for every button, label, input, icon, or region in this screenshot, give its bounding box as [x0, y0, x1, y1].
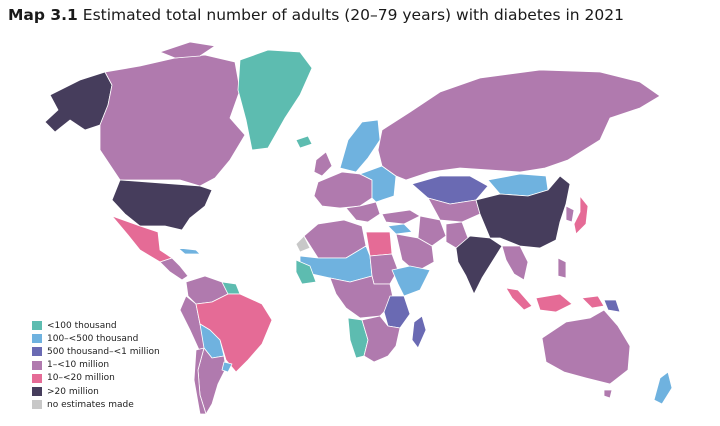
region-china: [475, 175, 571, 249]
region-italy-balkans: [345, 201, 381, 223]
region-scandinavia: [339, 119, 381, 173]
region-iceland: [295, 135, 313, 149]
region-egypt: [365, 231, 393, 257]
region-russia: [377, 69, 661, 181]
region-turkey: [381, 209, 421, 225]
legend-label: 500 thousand–<1 million: [47, 346, 160, 357]
region-arctic-islands: [159, 41, 216, 59]
region-japan: [573, 195, 589, 235]
legend-label: <100 thousand: [47, 320, 117, 331]
legend-swatch: [32, 387, 42, 397]
legend-swatch: [32, 347, 42, 357]
region-canada: [99, 54, 246, 187]
region-western-sahara: [295, 235, 311, 253]
region-australia: [541, 309, 631, 385]
region-levant: [387, 223, 413, 235]
map-number: Map 3.1: [8, 6, 78, 24]
legend-item-1-10m: 1–<10 million: [32, 359, 160, 372]
legend-swatch: [32, 360, 42, 370]
region-papua: [581, 295, 605, 309]
region-philippines: [557, 257, 567, 279]
region-uk-ireland: [313, 151, 333, 177]
legend-label: >20 million: [47, 386, 99, 397]
region-western-europe: [313, 171, 373, 209]
legend-swatch: [32, 334, 42, 344]
region-korea: [565, 205, 575, 223]
region-indonesia-sumatra: [505, 287, 533, 311]
region-png: [603, 299, 621, 313]
legend-label: 1–<10 million: [47, 360, 110, 371]
region-uruguay: [221, 361, 233, 373]
legend-swatch: [32, 373, 42, 383]
region-madagascar: [411, 315, 427, 349]
map-legend: <100 thousand 100–<500 thousand 500 thou…: [32, 319, 160, 411]
region-indonesia-east: [535, 293, 573, 313]
region-central-america: [159, 257, 189, 281]
legend-item-lt100k: <100 thousand: [32, 319, 160, 332]
legend-item-500k-1m: 500 thousand–<1 million: [32, 345, 160, 358]
region-usa: [111, 179, 213, 231]
region-sudan: [369, 253, 399, 285]
legend-item-10-20m: 10–<20 million: [32, 372, 160, 385]
region-southern-africa-east: [361, 315, 401, 363]
map-title: Map 3.1 Estimated total number of adults…: [8, 6, 624, 24]
legend-label: 100–<500 thousand: [47, 333, 139, 344]
map-title-text: Estimated total number of adults (20–79 …: [82, 6, 624, 24]
region-new-zealand: [653, 371, 673, 405]
world-map: [44, 41, 673, 415]
legend-label: 10–<20 million: [47, 373, 115, 384]
region-alaska: [44, 71, 113, 133]
region-horn-of-africa: [391, 265, 431, 297]
region-chile: [193, 347, 207, 415]
legend-swatch: [32, 400, 42, 410]
legend-item-no-estimates: no estimates made: [32, 398, 160, 411]
region-india: [455, 235, 503, 295]
region-greenland: [237, 49, 313, 151]
legend-item-gt20m: >20 million: [32, 385, 160, 398]
region-southeast-asia: [501, 245, 529, 281]
legend-item-100-500k: 100–<500 thousand: [32, 332, 160, 345]
region-iran: [417, 215, 447, 247]
region-cuba: [177, 247, 201, 255]
region-east-africa: [383, 295, 411, 329]
legend-swatch: [32, 321, 42, 331]
legend-label: no estimates made: [47, 399, 134, 410]
region-tasmania: [603, 389, 613, 399]
region-west-africa-coast: [295, 259, 317, 285]
region-arabia: [395, 233, 435, 273]
